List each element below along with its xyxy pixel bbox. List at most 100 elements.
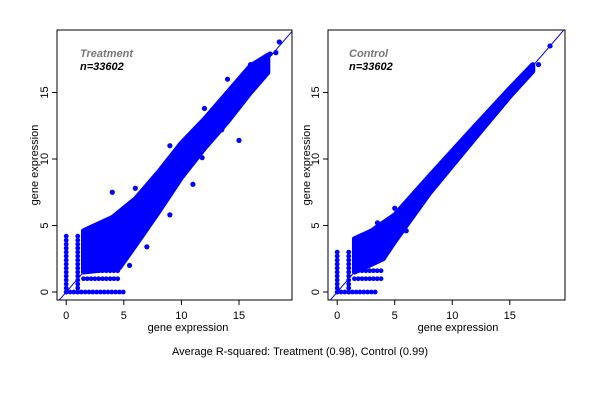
data-point xyxy=(144,244,150,250)
data-point xyxy=(84,276,90,282)
plot-frame xyxy=(56,29,293,301)
data-point xyxy=(75,277,81,283)
y-tick-label: 10 xyxy=(39,153,51,165)
data-point xyxy=(443,169,450,175)
data-point xyxy=(334,281,340,287)
data-point xyxy=(374,268,380,274)
data-point xyxy=(96,268,102,274)
data-point xyxy=(361,289,367,295)
data-point xyxy=(374,220,381,226)
data-point xyxy=(63,285,69,291)
data-point xyxy=(334,269,340,275)
y-tick-label: 5 xyxy=(39,222,51,228)
data-point xyxy=(63,233,69,239)
y-tick-label: 0 xyxy=(39,289,51,295)
data-point xyxy=(346,249,352,255)
data-point xyxy=(75,269,81,275)
data-point xyxy=(63,257,69,263)
x-tick-label: 5 xyxy=(392,310,398,322)
data-point xyxy=(90,289,96,295)
y-tick-label: 0 xyxy=(310,289,322,295)
data-point xyxy=(81,268,86,274)
data-point xyxy=(113,289,119,295)
dense-point-cloud xyxy=(80,52,271,275)
data-point xyxy=(126,262,133,269)
data-point xyxy=(367,276,373,282)
reference-line xyxy=(329,30,565,300)
plot-frame xyxy=(327,29,566,301)
data-point xyxy=(378,276,384,282)
data-point xyxy=(190,181,196,187)
x-tick-label: 0 xyxy=(63,310,69,322)
data-point xyxy=(75,245,81,251)
data-point xyxy=(100,276,105,282)
data-point xyxy=(75,281,81,287)
data-point xyxy=(111,276,117,282)
data-point xyxy=(276,39,282,45)
data-point xyxy=(236,137,242,143)
data-point xyxy=(535,61,542,68)
y-tick-label: 10 xyxy=(310,153,322,165)
data-point xyxy=(334,253,340,259)
data-point xyxy=(346,277,352,283)
data-point xyxy=(346,265,352,271)
data-point xyxy=(109,189,115,195)
x-axis-label-treatment: gene expression xyxy=(148,322,229,334)
data-point xyxy=(109,289,115,295)
data-point xyxy=(101,289,107,295)
data-point xyxy=(363,276,369,282)
data-point xyxy=(352,268,357,274)
data-point xyxy=(107,276,113,282)
y-tick-label: 5 xyxy=(310,222,322,228)
panel-n-treatment: n=33602 xyxy=(80,61,124,73)
data-point xyxy=(359,276,365,282)
data-point xyxy=(105,289,111,295)
data-point xyxy=(199,155,205,161)
data-point xyxy=(75,289,81,295)
data-point xyxy=(63,269,69,275)
data-point xyxy=(242,76,248,82)
data-point xyxy=(334,265,340,271)
data-point xyxy=(98,289,103,295)
y-tick-label: 15 xyxy=(39,86,51,98)
data-point xyxy=(75,249,81,255)
data-point xyxy=(120,289,126,295)
x-tick-label: 0 xyxy=(334,310,340,322)
data-point xyxy=(75,285,81,291)
x-tick-label: 10 xyxy=(446,310,458,322)
data-point xyxy=(103,276,109,282)
data-point xyxy=(363,268,369,274)
data-point xyxy=(219,127,225,133)
data-point xyxy=(81,276,86,282)
data-point xyxy=(63,277,69,283)
data-point xyxy=(75,257,81,263)
data-point xyxy=(334,257,340,263)
data-point xyxy=(63,237,69,243)
data-point xyxy=(107,268,113,274)
data-point xyxy=(75,241,81,247)
data-point xyxy=(88,268,94,274)
data-point xyxy=(63,281,69,287)
y-axis-label-control: gene expression xyxy=(301,125,313,206)
data-point xyxy=(353,289,359,295)
data-point xyxy=(75,265,81,271)
data-point xyxy=(374,276,380,282)
x-axis-label-control: gene expression xyxy=(418,322,499,334)
data-point xyxy=(86,289,92,295)
data-point xyxy=(346,257,352,263)
data-point xyxy=(117,289,122,295)
data-point xyxy=(63,273,69,279)
data-point xyxy=(334,273,340,279)
data-point xyxy=(342,289,348,295)
data-point xyxy=(334,285,340,291)
data-point xyxy=(79,289,84,295)
data-point xyxy=(346,281,352,287)
data-point xyxy=(63,265,69,271)
data-point xyxy=(94,289,100,295)
x-tick-label: 15 xyxy=(233,310,245,322)
data-point xyxy=(349,289,355,295)
data-point xyxy=(371,276,376,282)
data-point xyxy=(75,233,81,239)
x-tick-label: 5 xyxy=(121,310,127,322)
data-point xyxy=(167,143,173,149)
